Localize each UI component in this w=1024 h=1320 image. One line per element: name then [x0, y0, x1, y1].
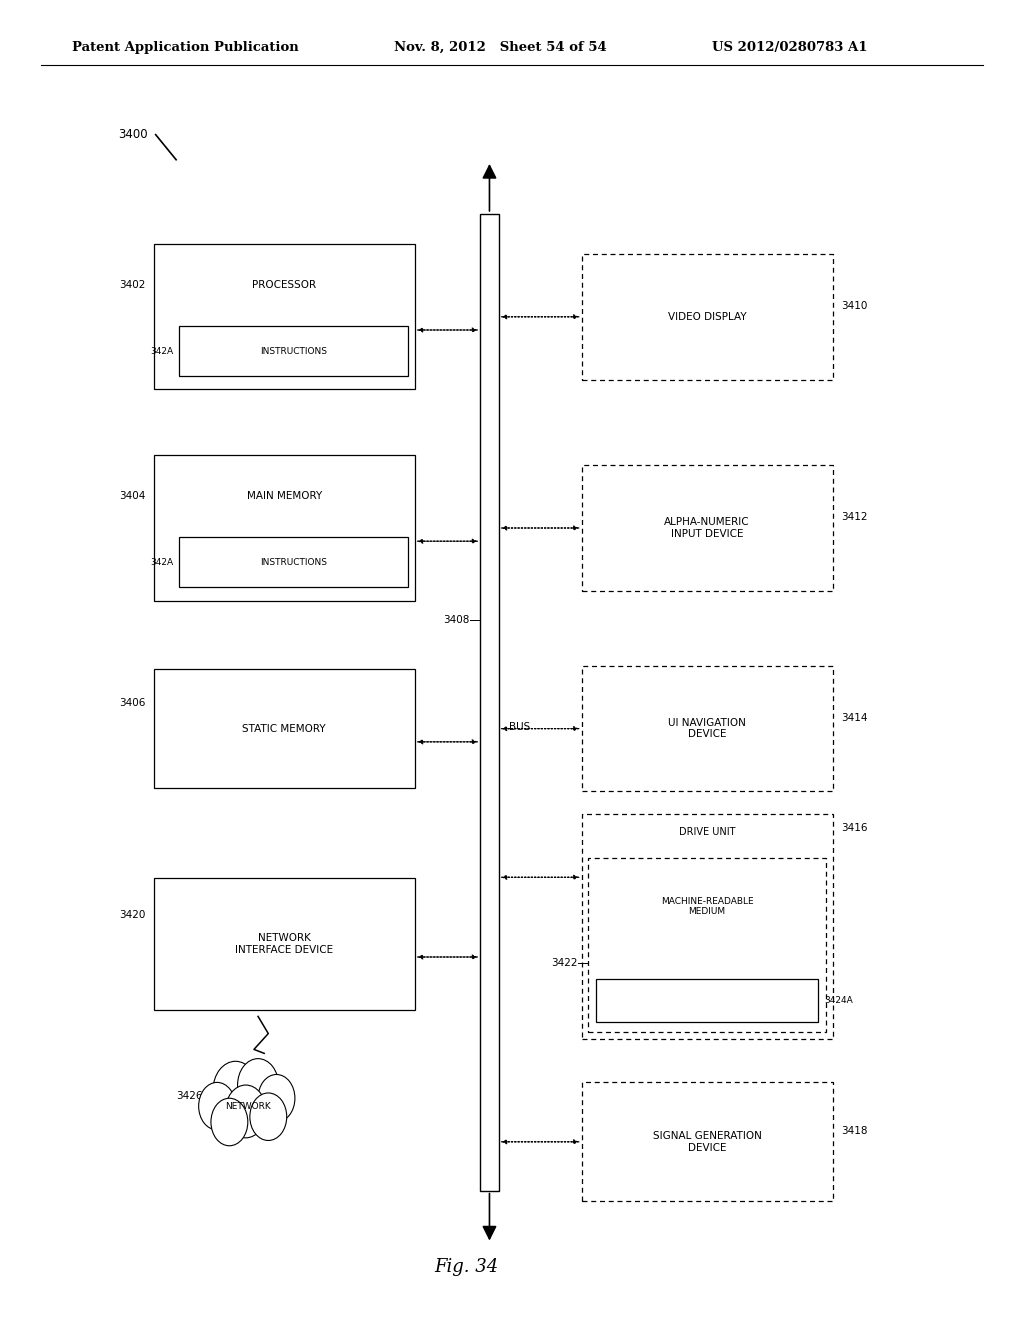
Text: 3400: 3400 — [118, 128, 147, 141]
Text: Patent Application Publication: Patent Application Publication — [72, 41, 298, 54]
Bar — [596, 979, 818, 1022]
Text: Fig. 34: Fig. 34 — [434, 1258, 498, 1276]
Text: 3412: 3412 — [841, 512, 867, 523]
Text: 3426: 3426 — [176, 1090, 203, 1101]
Bar — [154, 878, 415, 1010]
Circle shape — [199, 1082, 236, 1130]
Text: 3408: 3408 — [443, 615, 470, 626]
Text: 3418: 3418 — [841, 1126, 867, 1137]
Text: 3402: 3402 — [119, 280, 145, 290]
Circle shape — [213, 1061, 258, 1119]
Bar — [582, 1082, 833, 1201]
Bar — [582, 255, 833, 380]
Bar — [179, 537, 408, 587]
Text: 3416: 3416 — [841, 822, 867, 833]
Text: 3406: 3406 — [119, 697, 145, 708]
Bar — [582, 466, 833, 591]
Text: 3422: 3422 — [551, 957, 578, 968]
Bar — [588, 858, 826, 1032]
Text: INSTRUCTIONS: INSTRUCTIONS — [260, 558, 327, 566]
Text: MAIN MEMORY: MAIN MEMORY — [247, 491, 322, 502]
Text: PROCESSOR: PROCESSOR — [252, 280, 316, 290]
Text: STATIC MEMORY: STATIC MEMORY — [243, 723, 326, 734]
Text: INSTRUCTIONS: INSTRUCTIONS — [676, 997, 738, 1005]
Bar — [582, 665, 833, 791]
Bar — [154, 244, 415, 389]
Text: NETWORK: NETWORK — [225, 1102, 270, 1110]
Text: 342A: 342A — [150, 558, 173, 566]
Circle shape — [238, 1059, 279, 1111]
Text: 3404: 3404 — [119, 491, 145, 502]
Bar — [582, 814, 833, 1039]
Bar — [179, 326, 408, 376]
Bar — [480, 214, 499, 1191]
Text: ALPHA-NUMERIC
INPUT DEVICE: ALPHA-NUMERIC INPUT DEVICE — [665, 517, 750, 539]
Circle shape — [250, 1093, 287, 1140]
Circle shape — [225, 1085, 266, 1138]
Circle shape — [258, 1074, 295, 1122]
Bar — [154, 455, 415, 601]
Text: 342A: 342A — [150, 347, 173, 355]
Text: 3410: 3410 — [841, 301, 867, 312]
Text: Nov. 8, 2012   Sheet 54 of 54: Nov. 8, 2012 Sheet 54 of 54 — [394, 41, 607, 54]
Text: SIGNAL GENERATION
DEVICE: SIGNAL GENERATION DEVICE — [652, 1131, 762, 1152]
Text: 3420: 3420 — [119, 909, 145, 920]
Circle shape — [211, 1098, 248, 1146]
Text: 3424A: 3424A — [824, 997, 853, 1005]
Text: BUS: BUS — [509, 722, 530, 733]
Text: US 2012/0280783 A1: US 2012/0280783 A1 — [712, 41, 867, 54]
Text: NETWORK
INTERFACE DEVICE: NETWORK INTERFACE DEVICE — [236, 933, 333, 954]
Bar — [154, 669, 415, 788]
Text: MACHINE-READABLE
MEDIUM: MACHINE-READABLE MEDIUM — [660, 898, 754, 916]
Text: UI NAVIGATION
DEVICE: UI NAVIGATION DEVICE — [668, 718, 746, 739]
Text: DRIVE UNIT: DRIVE UNIT — [679, 826, 735, 837]
Text: INSTRUCTIONS: INSTRUCTIONS — [260, 347, 327, 355]
Text: VIDEO DISPLAY: VIDEO DISPLAY — [668, 312, 746, 322]
Text: 3414: 3414 — [841, 713, 867, 723]
